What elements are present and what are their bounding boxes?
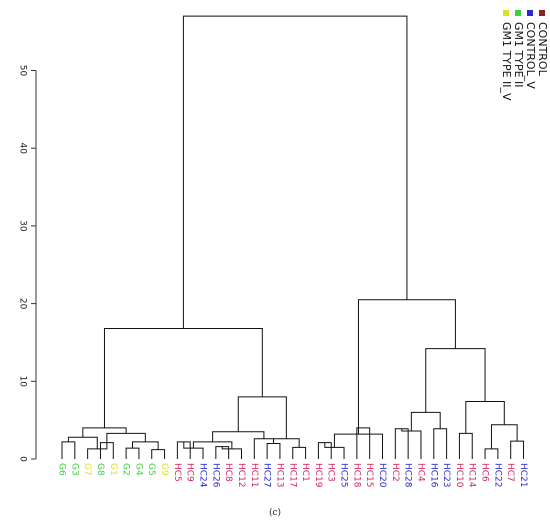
dendrogram-branch [433, 428, 448, 459]
leaf-label: HC25 [339, 463, 349, 488]
dendrogram-branch [237, 396, 287, 439]
leaf-label: G2 [121, 463, 131, 476]
leaf-label: HC10 [454, 463, 464, 488]
y-tick-label: 40 [18, 142, 28, 154]
dendrogram-branch [176, 441, 191, 459]
dendrogram-branch [106, 432, 146, 443]
leaf-label: HC9 [185, 463, 195, 482]
leaf-label: HC6 [480, 463, 490, 482]
dendrogram-branch [266, 442, 281, 459]
dendrogram-branch [425, 348, 486, 413]
dendrogram-branch [333, 433, 383, 459]
leaf-label: HC26 [210, 463, 220, 488]
dendrogram-branch [182, 15, 408, 329]
dendrogram-branch [317, 442, 332, 459]
dendrogram-branch [410, 411, 441, 432]
leaf-label: HC4 [415, 463, 425, 482]
legend-swatch [527, 10, 533, 16]
leaf-label: HC1 [300, 463, 310, 482]
dendrogram-branch [212, 431, 265, 442]
dendrogram-branch [215, 446, 230, 459]
dendrogram-branch [253, 438, 275, 459]
leaf-label: HC5 [172, 463, 182, 482]
dendrogram-branch [356, 427, 371, 459]
leaf-label: HC11 [249, 463, 259, 488]
leaf-label: HC2 [390, 463, 400, 482]
dendrogram-branches [61, 15, 525, 459]
dendrogram-branch [458, 432, 473, 459]
dendrogram-branch [484, 448, 499, 459]
dendrogram-branch [394, 428, 409, 459]
leaf-label: HC15 [364, 463, 374, 488]
dendrogram-branch [151, 449, 166, 459]
legend-label: GM1 TYPE II_V [500, 22, 513, 101]
leaf-label: HC7 [505, 463, 515, 482]
leaf-label: HC13 [274, 463, 284, 488]
leaf-label: HC27 [262, 463, 272, 488]
leaf-label: HC17 [287, 463, 297, 488]
legend-swatch [539, 10, 545, 16]
leaf-label: G8 [95, 463, 105, 476]
legend-swatch [515, 10, 521, 16]
leaf-label: HC19 [313, 463, 323, 488]
dendrogram-branch [82, 427, 127, 438]
legend-label: CONTROL [536, 22, 549, 77]
leaf-label: G4 [133, 463, 143, 476]
leaf-label: G9 [159, 463, 169, 476]
leaf-label: HC20 [377, 463, 387, 488]
dendrogram-branch [465, 401, 505, 434]
dendrogram-branch [67, 436, 98, 449]
legend-label: GM1 TYPE II [512, 22, 525, 88]
leaf-labels: G6 G3 G7 G8 G1 G2 G4 G5 G9 HC5 HC9 HC24 HC26 HC8 HC12 H… [57, 463, 529, 488]
y-tick-label: 10 [18, 376, 28, 388]
leaf-label: G3 [69, 463, 79, 476]
leaf-label: HC21 [518, 463, 528, 488]
leaf-label: HC23 [441, 463, 451, 488]
leaf-label: G7 [82, 463, 92, 476]
leaf-label: G5 [146, 463, 156, 476]
y-tick-label: 20 [18, 298, 28, 310]
figure-caption: (c) [268, 508, 282, 518]
leaf-label: HC8 [223, 463, 233, 482]
leaf-label: HC3 [326, 463, 336, 482]
dendrogram-branch [357, 299, 456, 435]
y-tick-label: 30 [18, 220, 28, 232]
dendrogram-branch [292, 446, 307, 459]
leaf-label: HC14 [467, 463, 477, 488]
leaf-label: HC28 [403, 463, 413, 488]
dendrogram-branch [490, 424, 518, 449]
y-tick-label: 0 [18, 456, 28, 462]
leaf-label: HC24 [198, 463, 208, 488]
leaf-label: HC16 [428, 463, 438, 488]
leaf-label: HC12 [236, 463, 246, 488]
dendrogram-branch [401, 428, 422, 459]
dendrogram-branch [61, 441, 76, 459]
leaf-label: G1 [108, 463, 118, 476]
leaf-label: HC18 [351, 463, 361, 488]
legend-swatch [503, 10, 509, 16]
leaf-label: HC22 [492, 463, 502, 488]
dendrogram-branch [510, 440, 525, 459]
legend-label: CONTROL_V [524, 22, 537, 89]
dendrogram-branch [125, 447, 140, 459]
leaf-label: G6 [57, 463, 67, 476]
y-axis: 0 10 20 30 40 50 [18, 65, 37, 462]
y-tick-label: 50 [18, 65, 28, 77]
